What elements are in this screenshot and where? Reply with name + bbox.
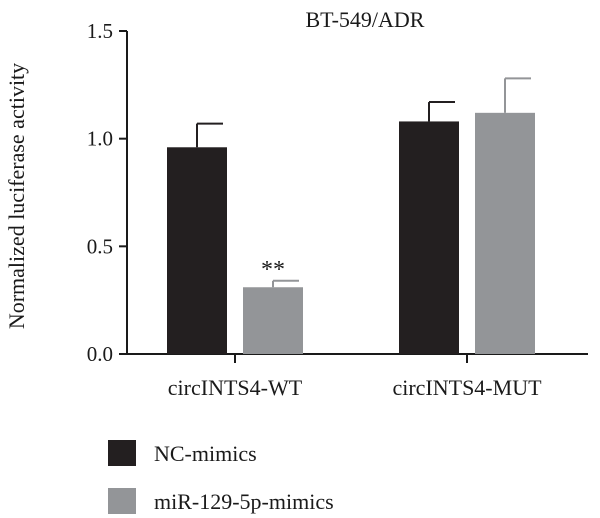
x-tick-label: circINTS4-WT	[168, 375, 303, 400]
y-ticks: 0.0 0.5 1.0 1.5	[87, 19, 127, 366]
x-tick-label: circINTS4-MUT	[392, 375, 542, 400]
error-bars	[196, 77, 531, 288]
legend-label: NC-mimics	[154, 441, 257, 466]
y-tick-label: 1.5	[87, 19, 113, 43]
legend-swatch	[108, 440, 136, 466]
legend: NC-mimics miR-129-5p-mimics	[108, 440, 334, 514]
y-tick-label: 1.0	[87, 127, 113, 151]
bar	[167, 147, 227, 354]
bar	[399, 121, 459, 354]
bar	[475, 112, 535, 355]
chart-title: BT-549/ADR	[306, 7, 425, 32]
x-ticks: circINTS4-WT circINTS4-MUT	[168, 354, 542, 400]
legend-swatch	[108, 488, 136, 514]
significance-label: **	[261, 257, 285, 283]
legend-label: miR-129-5p-mimics	[154, 489, 334, 514]
y-axis-label: Normalized luciferase activity	[4, 63, 29, 329]
bar	[243, 287, 303, 354]
y-tick-label: 0.0	[87, 342, 113, 366]
y-tick-label: 0.5	[87, 234, 113, 258]
bars	[167, 112, 535, 355]
annotations: **	[261, 257, 285, 283]
